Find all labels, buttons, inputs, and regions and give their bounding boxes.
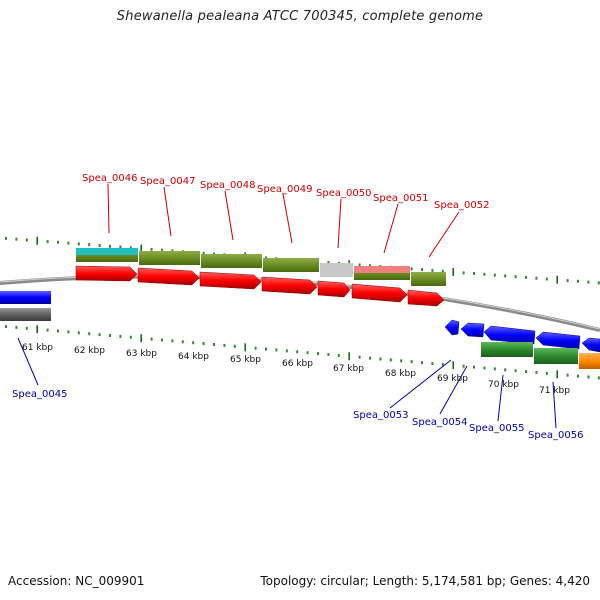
- feature-segment: [76, 248, 138, 255]
- gene-label-spea-0055[interactable]: Spea_0055: [469, 423, 524, 434]
- forward-gene-arrows: [75, 265, 445, 307]
- callout-line: [497, 374, 504, 422]
- gene-arrow-spea-0050[interactable]: [317, 280, 351, 298]
- gene-label-spea-0047[interactable]: Spea_0047: [140, 176, 195, 187]
- gene-label-spea-0053[interactable]: Spea_0053: [353, 410, 408, 421]
- kbp-label: 68 kbp: [385, 369, 416, 379]
- feature-segment: [354, 266, 410, 273]
- callout-line: [383, 203, 399, 254]
- feature-segment: [481, 342, 533, 357]
- gene-label-spea-0046[interactable]: Spea_0046: [82, 173, 137, 184]
- feature-segment: [263, 258, 319, 272]
- callout-line: [107, 183, 110, 234]
- gene-arrow-spea-0049[interactable]: [261, 276, 318, 295]
- gene-arrow-spea-0051[interactable]: [351, 283, 408, 303]
- kbp-label: 63 kbp: [126, 349, 157, 359]
- forward-feature-track: [76, 248, 446, 286]
- callout-line: [17, 337, 39, 386]
- gene-arrow-spea-0047[interactable]: [137, 267, 200, 286]
- gene-label-spea-0054[interactable]: Spea_0054: [412, 417, 467, 428]
- gene-arrow-spea-0055[interactable]: [483, 325, 536, 345]
- gene-label-spea-0049[interactable]: Spea_0049: [257, 184, 312, 195]
- forward-callouts: Spea_0046 Spea_0047 Spea_0048 Spea_0049 …: [82, 173, 489, 258]
- callout-line: [224, 190, 234, 241]
- feature-segment: [579, 353, 600, 369]
- gene-arrow-spea-0053[interactable]: [444, 319, 460, 336]
- feature-segment: [0, 308, 51, 321]
- gene-label-spea-0052[interactable]: Spea_0052: [434, 200, 489, 211]
- feature-segment: [320, 263, 353, 277]
- callout-line: [389, 359, 452, 409]
- gene-label-spea-0048[interactable]: Spea_0048: [200, 180, 255, 191]
- reverse-features-left: [0, 291, 51, 321]
- kbp-label: 66 kbp: [282, 359, 313, 369]
- page-title: Shewanella pealeana ATCC 700345, complet…: [116, 9, 484, 24]
- feature-segment: [201, 254, 262, 268]
- feature-segment: [411, 272, 446, 286]
- reverse-features-right: [444, 319, 600, 369]
- callout-line: [282, 193, 293, 244]
- kbp-label: 64 kbp: [178, 352, 209, 362]
- callout-line: [428, 211, 460, 258]
- callout-line: [163, 186, 172, 237]
- callout-line: [439, 365, 468, 415]
- feature-segment: [534, 348, 578, 364]
- gene-arrow-partial[interactable]: [581, 337, 600, 353]
- callout-line: [337, 198, 342, 249]
- gene-label-spea-0056[interactable]: Spea_0056: [528, 430, 583, 441]
- kbp-label: 67 kbp: [333, 364, 364, 374]
- kbp-label: 65 kbp: [230, 355, 261, 365]
- callout-line: [552, 381, 557, 429]
- gene-arrow-spea-0052[interactable]: [407, 289, 445, 307]
- kbp-label: 70 kbp: [488, 380, 519, 390]
- kbp-label: 71 kbp: [539, 386, 570, 396]
- gene-arrow-spea-0054[interactable]: [460, 322, 485, 338]
- genome-summary: Topology: circular; Length: 5,174,581 bp…: [260, 574, 590, 588]
- kbp-label: 62 kbp: [74, 346, 105, 356]
- gene-arrow-spea-0056[interactable]: [535, 331, 581, 350]
- kbp-label: 61 kbp: [22, 343, 53, 353]
- gene-arrow-spea-0046[interactable]: [75, 265, 138, 282]
- kbp-scale-labels: 61 kbp 62 kbp 63 kbp 64 kbp 65 kbp 66 kb…: [22, 343, 570, 396]
- kbp-label: 69 kbp: [437, 374, 468, 384]
- accession-label: Accession: NC_009901: [8, 574, 145, 588]
- gene-arrow-spea-0045[interactable]: [0, 291, 51, 304]
- gene-label-spea-0045[interactable]: Spea_0045: [12, 389, 67, 400]
- tick-row-upper: [5, 236, 600, 285]
- gene-arrow-spea-0048[interactable]: [199, 271, 262, 290]
- gene-label-spea-0051[interactable]: Spea_0051: [373, 193, 428, 204]
- feature-segment: [139, 251, 200, 265]
- gene-label-spea-0050[interactable]: Spea_0050: [316, 188, 371, 199]
- reverse-callouts: Spea_0045 Spea_0053 Spea_0054 Spea_0055 …: [12, 337, 583, 441]
- tick-row-lower: [5, 325, 600, 380]
